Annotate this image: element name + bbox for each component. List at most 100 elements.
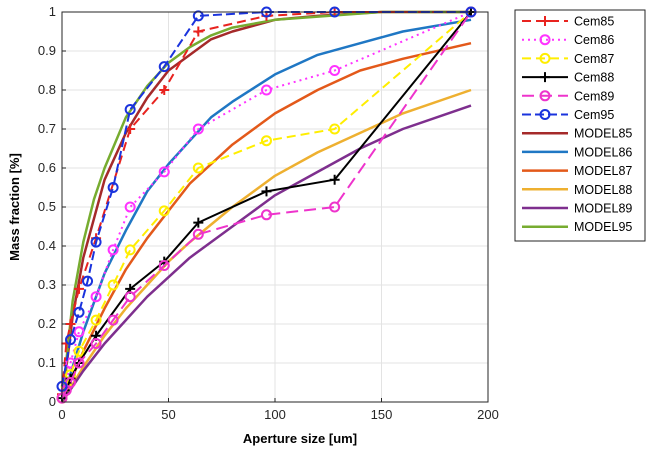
y-tick-label: 0.5 xyxy=(38,199,56,214)
data-point-cem86 xyxy=(73,326,85,338)
y-tick-label: 0.8 xyxy=(38,82,56,97)
data-point-cem89 xyxy=(90,338,102,349)
series-cem89 xyxy=(56,6,477,404)
data-point-cem95 xyxy=(82,275,94,287)
data-point-cem86 xyxy=(329,65,341,76)
data-point-cem88 xyxy=(329,174,340,185)
legend-marker xyxy=(539,109,551,120)
legend-marker xyxy=(540,16,550,26)
data-point-cem86 xyxy=(260,84,272,96)
legend-label: MODEL88 xyxy=(574,183,632,197)
y-tick-label: 0.9 xyxy=(38,43,56,58)
series-layer xyxy=(56,6,477,404)
legend-label: MODEL86 xyxy=(574,145,632,159)
data-point-cem89 xyxy=(107,314,119,326)
data-point-cem89 xyxy=(192,228,204,240)
legend-label: MODEL89 xyxy=(574,202,632,216)
y-tick-label: 0.6 xyxy=(38,160,56,175)
legend-item-model86: MODEL86 xyxy=(522,145,632,159)
legend-item-model95: MODEL95 xyxy=(522,220,632,234)
data-point-cem95 xyxy=(90,236,102,248)
x-tick-label: 50 xyxy=(161,407,175,422)
legend-item-cem89: Cem89 xyxy=(522,89,614,103)
data-point-cem87 xyxy=(90,314,102,326)
series-line-cem89 xyxy=(61,11,472,399)
legend-label: Cem88 xyxy=(574,71,614,85)
series-model87 xyxy=(60,41,472,403)
legend-label: MODEL87 xyxy=(574,164,632,178)
legend-marker xyxy=(539,34,551,46)
x-tick-label: 100 xyxy=(264,407,286,422)
y-tick-label: 0.1 xyxy=(38,355,56,370)
legend-label: Cem87 xyxy=(574,52,614,66)
y-tick-label: 1 xyxy=(49,4,56,19)
data-point-cem89 xyxy=(124,291,136,303)
x-tick-label: 200 xyxy=(477,407,499,422)
data-point-cem95 xyxy=(158,61,170,73)
legend: Cem85 Cem86 Cem87 Cem88 Cem89 Cem95 MODEL85 MOD… xyxy=(514,9,646,242)
legend-label: Cem86 xyxy=(574,33,614,47)
data-point-cem86 xyxy=(192,123,204,135)
data-point-cem88 xyxy=(193,217,204,228)
legend-label: Cem89 xyxy=(574,89,614,103)
data-point-cem87 xyxy=(329,123,341,135)
y-tick-label: 0.3 xyxy=(38,277,56,292)
y-tick-label: 0.7 xyxy=(38,121,56,136)
data-point-cem86 xyxy=(158,166,170,178)
legend-item-cem87: Cem87 xyxy=(522,52,614,66)
y-axis-label: Mass fraction [%] xyxy=(7,153,22,261)
data-point-cem87 xyxy=(158,205,170,217)
data-point-cem85 xyxy=(159,85,170,95)
data-point-cem95 xyxy=(192,10,204,22)
series-model86 xyxy=(60,18,472,403)
data-point-cem86 xyxy=(124,201,136,213)
data-point-cem87 xyxy=(260,135,272,147)
data-point-cem85 xyxy=(65,319,76,329)
legend-item-cem85: Cem85 xyxy=(522,15,614,29)
legend-marker xyxy=(539,52,551,64)
series-line-model86 xyxy=(60,18,472,403)
legend-item-model89: MODEL89 xyxy=(522,202,632,216)
data-point-cem86 xyxy=(107,244,119,256)
data-point-cem89 xyxy=(260,209,272,221)
legend-label: MODEL85 xyxy=(574,127,632,141)
data-point-cem95 xyxy=(73,306,85,318)
data-point-cem95 xyxy=(65,334,77,346)
data-point-cem89 xyxy=(329,201,341,213)
x-tick-label: 150 xyxy=(371,407,393,422)
legend-item-cem95: Cem95 xyxy=(522,108,614,122)
data-point-cem87 xyxy=(124,244,136,256)
legend-item-model85: MODEL85 xyxy=(522,127,632,141)
legend-item-cem86: Cem86 xyxy=(522,33,614,47)
ticks: 0 50 100 150 200 0 0.1 0.2 0.3 0.4 0.5 0.6 0.7 0.8 0.9… xyxy=(38,4,499,422)
legend-item-model88: MODEL88 xyxy=(522,183,632,197)
data-point-cem87 xyxy=(73,345,85,357)
legend-label: Cem85 xyxy=(574,15,614,29)
data-point-cem88 xyxy=(261,186,272,197)
legend-item-model87: MODEL87 xyxy=(522,164,632,178)
legend-label: MODEL95 xyxy=(574,220,632,234)
data-point-cem87 xyxy=(192,162,204,174)
y-tick-label: 0.4 xyxy=(38,238,56,253)
legend-box xyxy=(514,9,646,242)
x-tick-label: 0 xyxy=(58,407,65,422)
data-point-cem87 xyxy=(107,279,119,291)
data-point-cem89 xyxy=(65,377,77,388)
x-axis-label: Aperture size [um] xyxy=(243,431,357,446)
data-point-cem95 xyxy=(107,182,119,193)
series-line-model87 xyxy=(60,41,472,403)
series-line-cem86 xyxy=(61,11,472,399)
y-tick-label: 0.2 xyxy=(38,316,56,331)
grid xyxy=(61,11,489,403)
y-tick-label: 0 xyxy=(49,394,56,409)
data-point-cem89 xyxy=(73,357,85,369)
legend-marker xyxy=(539,90,551,102)
data-point-cem86 xyxy=(90,291,102,303)
data-point-cem85 xyxy=(74,283,85,294)
legend-label: Cem95 xyxy=(574,108,614,122)
legend-item-cem88: Cem88 xyxy=(522,71,614,85)
data-point-cem89 xyxy=(158,260,170,271)
legend-marker xyxy=(540,72,550,83)
data-point-cem95 xyxy=(124,104,136,115)
